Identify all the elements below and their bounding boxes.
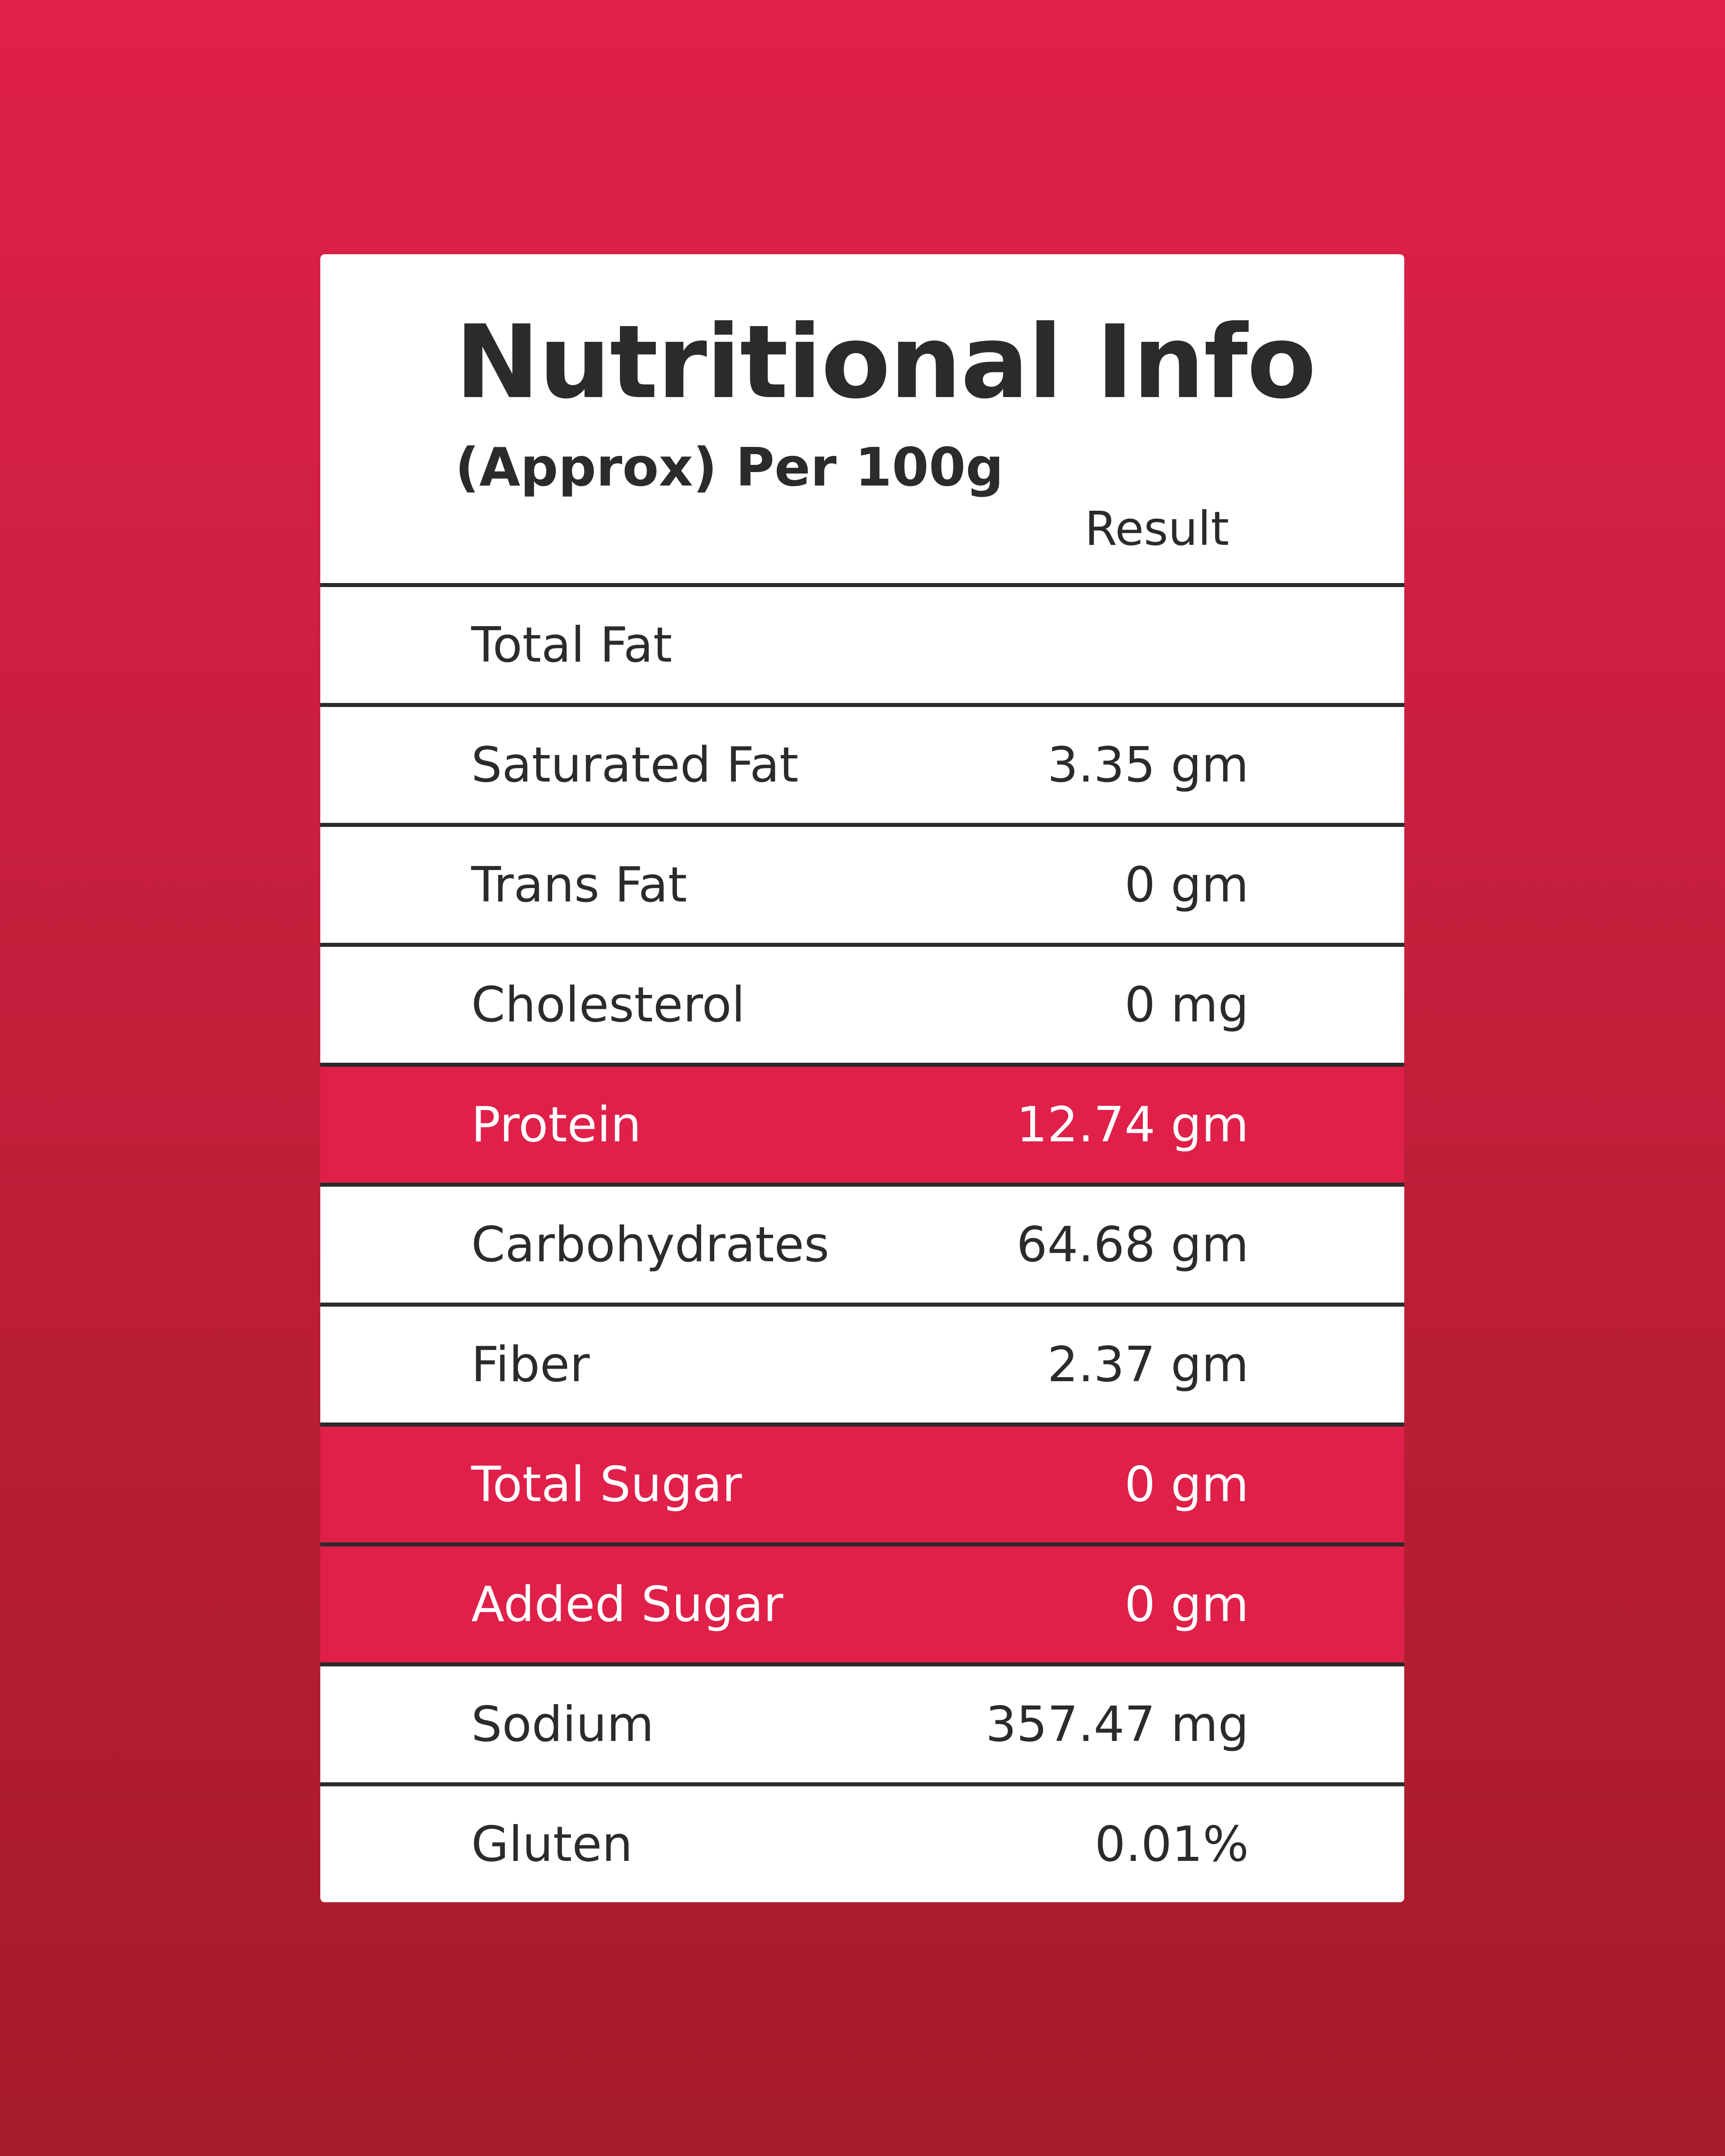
- title: Nutritional Info: [455, 304, 1316, 421]
- table-row: Sodium 357.47 mg: [320, 1662, 1404, 1782]
- table-row: Total Sugar 0 gm: [320, 1423, 1404, 1542]
- nutrient-value: 0 gm: [1124, 857, 1249, 913]
- nutrient-value: 357.47 mg: [986, 1696, 1249, 1753]
- nutrient-name: Saturated Fat: [471, 737, 799, 793]
- table-row: Protein 12.74 gm: [320, 1063, 1404, 1183]
- nutrient-value: 3.35 gm: [1047, 737, 1249, 793]
- nutrition-table: Total Fat Saturated Fat 3.35 gm Trans Fat 0 …: [320, 583, 1404, 1902]
- column-header: Result: [1084, 501, 1229, 556]
- card-header: Nutritional Info (Approx) Per 100g Resul…: [320, 254, 1404, 583]
- nutrient-value: 0.01%: [1094, 1816, 1249, 1873]
- nutrient-value: 64.68 gm: [1016, 1216, 1249, 1273]
- nutrient-name: Protein: [471, 1096, 641, 1153]
- table-row: Added Sugar 0 gm: [320, 1542, 1404, 1662]
- nutrient-name: Carbohydrates: [471, 1216, 830, 1273]
- table-row: Trans Fat 0 gm: [320, 823, 1404, 943]
- nutrient-value: 0 gm: [1124, 1576, 1249, 1633]
- nutrient-name: Total Fat: [471, 617, 672, 673]
- nutrient-name: Gluten: [471, 1816, 633, 1873]
- nutrient-name: Trans Fat: [471, 857, 687, 913]
- nutrient-name: Fiber: [471, 1336, 590, 1393]
- nutrition-card: Nutritional Info (Approx) Per 100g Resul…: [320, 254, 1404, 1902]
- table-row: Saturated Fat 3.35 gm: [320, 703, 1404, 823]
- table-row: Gluten 0.01%: [320, 1782, 1404, 1902]
- nutrient-value: 0 mg: [1124, 976, 1249, 1033]
- table-row: Fiber 2.37 gm: [320, 1303, 1404, 1423]
- table-row: Total Fat: [320, 583, 1404, 703]
- nutrient-value: 0 gm: [1124, 1456, 1249, 1513]
- nutrient-name: Sodium: [471, 1696, 654, 1753]
- table-row: Cholesterol 0 mg: [320, 943, 1404, 1063]
- nutrient-value: 2.37 gm: [1047, 1336, 1249, 1393]
- nutrient-value: 12.74 gm: [1016, 1096, 1249, 1153]
- nutrient-name: Added Sugar: [471, 1576, 783, 1633]
- table-row: Carbohydrates 64.68 gm: [320, 1183, 1404, 1303]
- nutrient-name: Cholesterol: [471, 976, 745, 1033]
- nutrient-name: Total Sugar: [471, 1456, 742, 1513]
- subtitle: (Approx) Per 100g: [455, 436, 1004, 498]
